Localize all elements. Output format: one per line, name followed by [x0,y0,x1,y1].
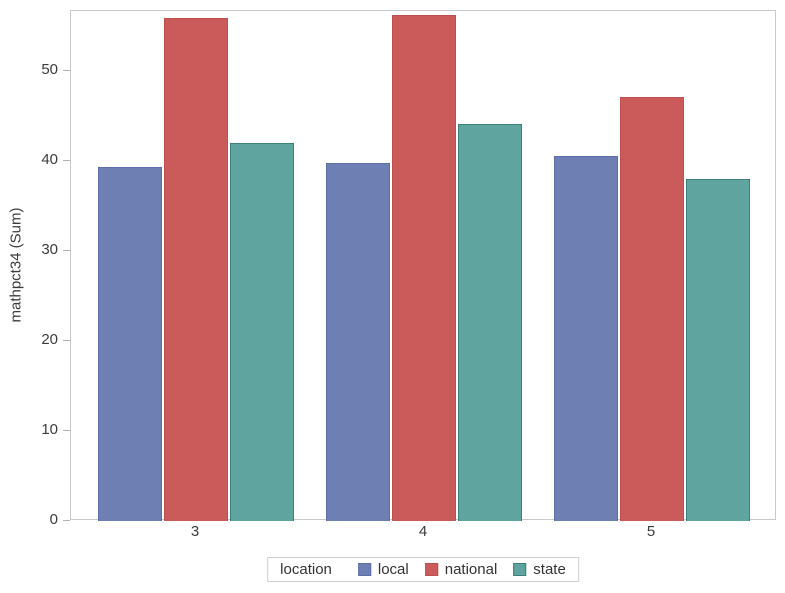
bar-state-3 [230,143,294,521]
bar-state-4 [458,124,522,521]
x-tick-label: 4 [418,523,428,540]
bar-state-5 [686,179,750,521]
x-tick-label: 5 [646,523,656,540]
plot-area [70,10,776,521]
y-tick-label: 30 [41,241,58,259]
legend-label: local [377,561,409,578]
legend-swatch-local [357,563,371,576]
legend-label: state [533,561,566,578]
legend-swatch-national [424,563,438,576]
bar-national-4 [392,15,456,521]
legend-title: location [280,561,332,578]
y-tick-mark [63,340,70,341]
y-tick-mark [63,160,70,161]
bar-national-5 [620,97,684,521]
legend-swatch-state [513,563,527,576]
bar-local-4 [326,163,390,521]
bar-local-5 [554,156,618,521]
legend-item-state: state [513,561,566,578]
y-axis-title: mathpct34 (Sum) [7,207,25,323]
legend-item-national: national [424,561,498,578]
y-tick-mark [63,70,70,71]
bar-local-3 [98,167,162,521]
legend-label: national [444,561,498,578]
legend-item-local: local [357,561,409,578]
y-tick-mark [63,520,70,521]
y-tick-label: 20 [41,331,58,349]
y-tick-label: 40 [41,151,58,169]
legend: location local national state [267,557,579,582]
y-tick-mark [63,250,70,251]
y-tick-label: 50 [41,61,58,79]
bar-national-3 [164,18,228,521]
x-tick-label: 3 [190,523,200,540]
y-tick-mark [63,430,70,431]
y-tick-label: 0 [49,511,58,528]
y-tick-label: 10 [41,421,58,439]
